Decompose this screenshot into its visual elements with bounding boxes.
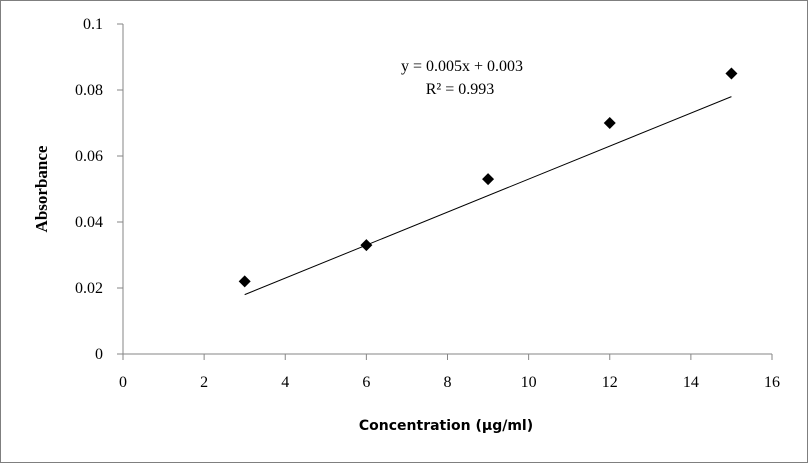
trendline — [244, 96, 732, 296]
x-tick-label: 14 — [683, 374, 699, 391]
x-axis-ticks: 0 2 4 6 8 10 12 14 16 — [119, 354, 780, 391]
x-tick-label: 2 — [200, 374, 208, 391]
y-tick-label: 0 — [95, 346, 103, 363]
y-tick-label: 0.08 — [75, 82, 103, 99]
y-axis-label: Absorbance — [32, 145, 51, 232]
trendline-group — [244, 96, 732, 296]
x-tick-label: 16 — [764, 374, 780, 391]
x-tick-label: 6 — [362, 374, 370, 391]
data-point — [482, 173, 495, 186]
x-tick-label: 10 — [521, 374, 537, 391]
x-tick-label: 8 — [444, 374, 452, 391]
data-point — [360, 239, 373, 252]
y-axis-ticks: 0 0.02 0.04 0.06 0.08 0.1 — [75, 16, 123, 363]
x-tick-label: 4 — [281, 374, 289, 391]
trendline-equation: y = 0.005x + 0.003 — [401, 58, 523, 75]
x-axis-label: Concentration (μg/ml) — [359, 418, 533, 434]
trendline-r-squared: R² = 0.993 — [426, 81, 495, 98]
y-tick-label: 0.02 — [75, 280, 103, 297]
data-point — [725, 67, 738, 80]
data-points — [238, 67, 738, 288]
y-tick-label: 0.04 — [75, 214, 103, 231]
y-tick-label: 0.1 — [83, 16, 103, 33]
x-tick-label: 0 — [119, 374, 127, 391]
y-tick-label: 0.06 — [75, 148, 103, 165]
x-tick-label: 12 — [602, 374, 618, 391]
data-point — [603, 117, 616, 129]
data-point — [238, 275, 251, 288]
